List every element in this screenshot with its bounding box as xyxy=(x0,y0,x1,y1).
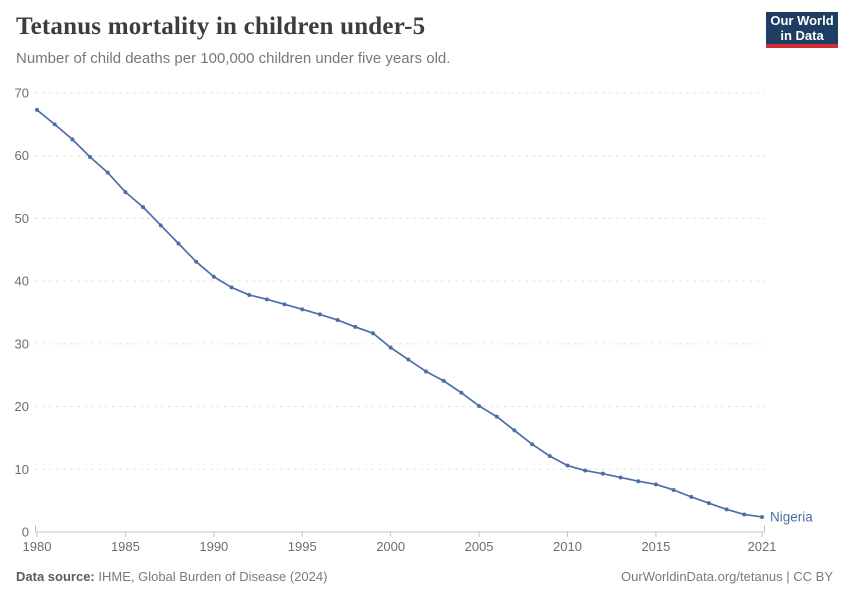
data-point-2011 xyxy=(583,468,588,473)
data-point-1994 xyxy=(282,302,287,307)
data-point-1981 xyxy=(52,122,57,127)
logo-line-2: in Data xyxy=(780,28,824,43)
y-axis-tick-label: 10 xyxy=(15,462,29,477)
x-axis-tick-label: 1990 xyxy=(199,539,228,554)
data-point-1985 xyxy=(123,190,128,195)
x-axis-tick-label: 1985 xyxy=(111,539,140,554)
chart-subtitle: Number of child deaths per 100,000 child… xyxy=(16,50,451,67)
x-axis-tick-label: 2021 xyxy=(748,539,777,554)
data-source-text: IHME, Global Burden of Disease (2024) xyxy=(98,569,328,584)
y-axis-tick-label: 0 xyxy=(22,525,29,540)
y-axis-tick-label: 60 xyxy=(15,148,29,163)
data-point-2002 xyxy=(424,369,429,374)
data-point-1995 xyxy=(300,307,305,312)
x-axis-tick-label: 2000 xyxy=(376,539,405,554)
data-point-2008 xyxy=(530,442,535,447)
data-point-1997 xyxy=(335,318,340,323)
data-point-1993 xyxy=(264,297,269,302)
x-axis-tick-label: 2015 xyxy=(641,539,670,554)
y-axis-tick-label: 30 xyxy=(15,336,29,351)
data-point-1980 xyxy=(35,107,39,112)
data-point-2001 xyxy=(406,357,411,362)
data-point-2004 xyxy=(459,390,464,395)
data-point-2006 xyxy=(494,414,499,419)
data-point-1984 xyxy=(105,170,110,175)
data-point-1982 xyxy=(70,137,75,142)
data-point-2012 xyxy=(600,471,605,476)
data-point-2003 xyxy=(441,378,446,383)
page-title: Tetanus mortality in children under-5 xyxy=(16,13,426,40)
data-point-2014 xyxy=(636,479,641,484)
data-point-1986 xyxy=(141,205,146,210)
data-point-2020 xyxy=(742,512,747,517)
data-point-2017 xyxy=(689,494,694,499)
data-point-2000 xyxy=(388,345,393,350)
series-line-nigeria[interactable] xyxy=(36,109,763,518)
x-axis-tick-label: 1995 xyxy=(288,539,317,554)
data-point-2021 xyxy=(760,514,764,519)
data-point-1989 xyxy=(194,259,199,264)
data-point-1999 xyxy=(370,331,375,336)
y-axis-tick-label: 50 xyxy=(15,211,29,226)
data-point-2007 xyxy=(512,428,517,433)
y-axis-tick-label: 70 xyxy=(15,86,29,101)
y-axis-tick-label: 40 xyxy=(15,274,29,289)
data-point-2018 xyxy=(706,501,711,506)
data-point-2005 xyxy=(477,403,482,408)
logo-line-1: Our World xyxy=(770,12,834,28)
data-point-1987 xyxy=(158,223,163,228)
data-source: Data source: IHME, Global Burden of Dise… xyxy=(16,569,327,584)
data-point-1992 xyxy=(247,292,252,297)
data-point-1990 xyxy=(211,274,216,279)
data-source-label: Data source: xyxy=(16,569,95,584)
data-point-2010 xyxy=(565,463,570,468)
x-axis-tick-label: 1980 xyxy=(23,539,52,554)
data-point-2015 xyxy=(653,482,658,487)
data-point-1996 xyxy=(317,312,322,317)
data-point-1983 xyxy=(88,154,93,159)
credit-link[interactable]: OurWorldinData.org/tetanus | CC BY xyxy=(621,569,833,584)
y-axis-tick-label: 20 xyxy=(15,399,29,414)
data-point-2016 xyxy=(671,487,676,492)
data-point-1998 xyxy=(353,324,358,329)
data-point-2009 xyxy=(547,454,552,459)
data-point-2013 xyxy=(618,475,623,480)
series-label-nigeria[interactable]: Nigeria xyxy=(770,509,813,524)
data-point-2019 xyxy=(724,507,729,512)
data-point-1988 xyxy=(176,241,181,246)
data-point-1991 xyxy=(229,285,234,290)
owid-logo[interactable]: Our World in Data xyxy=(766,12,838,48)
x-axis-tick-label: 2005 xyxy=(465,539,494,554)
x-axis-tick-label: 2010 xyxy=(553,539,582,554)
